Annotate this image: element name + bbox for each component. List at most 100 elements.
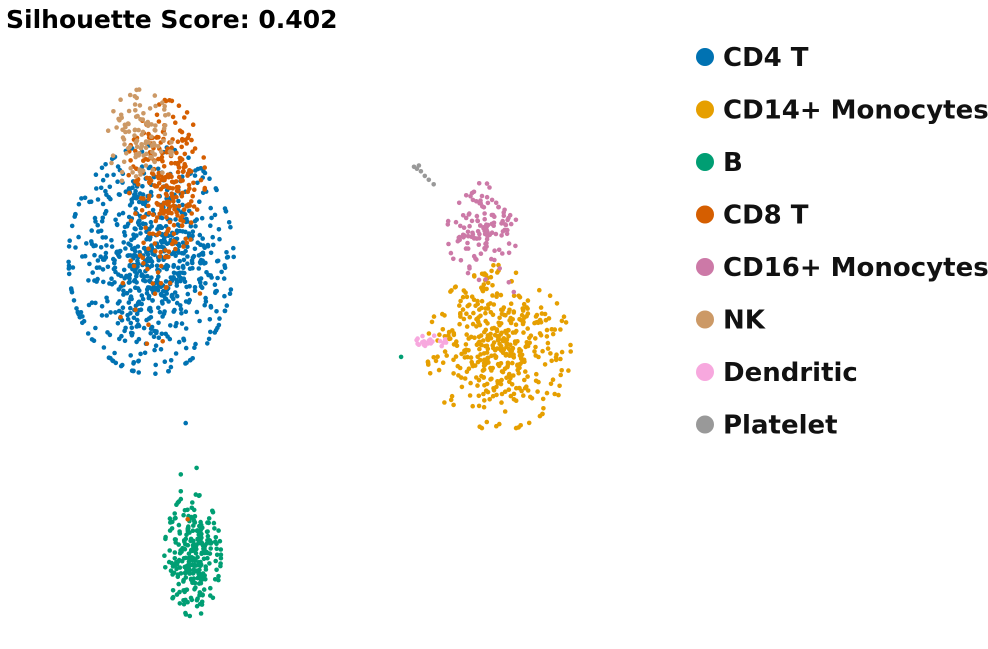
data-point [135, 258, 140, 264]
data-point [475, 383, 480, 388]
data-point [113, 360, 119, 366]
data-point [465, 354, 470, 360]
data-point [468, 194, 473, 199]
data-point [107, 281, 112, 286]
data-point [222, 206, 228, 211]
data-point [119, 169, 125, 175]
data-point [91, 243, 96, 249]
data-point [202, 573, 207, 578]
data-point [540, 348, 545, 354]
data-point [217, 316, 222, 321]
data-point [463, 342, 469, 347]
data-point [536, 354, 541, 360]
data-point [181, 512, 186, 518]
data-point [163, 113, 168, 118]
data-point [194, 603, 200, 609]
data-point [460, 307, 466, 312]
data-point [146, 121, 151, 126]
data-point [103, 208, 109, 214]
data-point [70, 265, 76, 270]
data-point [198, 242, 203, 247]
data-point [182, 546, 188, 552]
data-point [170, 588, 176, 593]
data-point [497, 341, 502, 347]
data-point [187, 358, 193, 363]
data-point [154, 135, 159, 140]
data-point [191, 555, 196, 561]
data-point [183, 575, 189, 580]
data-point [180, 240, 186, 245]
data-point [468, 355, 474, 360]
data-point [488, 377, 493, 382]
data-point [88, 199, 94, 204]
data-point [490, 293, 495, 298]
data-point [511, 293, 517, 299]
data-point [147, 285, 152, 290]
data-point [485, 200, 491, 206]
data-point [427, 371, 433, 376]
data-point [185, 526, 191, 531]
data-point [488, 335, 494, 341]
data-point [429, 319, 435, 325]
legend-label: CD16+ Monocytes [723, 253, 988, 283]
data-point [228, 287, 234, 292]
data-point [93, 219, 98, 224]
data-point [169, 98, 175, 104]
data-point [507, 307, 512, 313]
data-point [528, 394, 533, 400]
data-point [161, 239, 167, 245]
data-point [140, 221, 146, 226]
data-point [115, 179, 120, 184]
data-point [521, 393, 526, 398]
data-point [208, 585, 213, 591]
data-point [190, 260, 195, 266]
data-point [463, 215, 469, 221]
data-point [202, 302, 207, 308]
data-point [99, 219, 105, 224]
series-b [162, 354, 404, 619]
data-point [214, 567, 219, 573]
data-point [161, 211, 166, 216]
data-point [444, 353, 450, 358]
data-point [457, 303, 462, 308]
data-point [201, 556, 207, 562]
data-point [191, 507, 197, 513]
data-point [158, 347, 164, 352]
data-point [127, 276, 132, 281]
data-point [479, 271, 485, 277]
data-point [174, 502, 179, 508]
data-point [171, 222, 177, 228]
data-point [506, 334, 511, 339]
data-point [481, 351, 487, 356]
data-point [186, 132, 192, 138]
data-point [558, 327, 563, 332]
data-point [182, 151, 188, 157]
data-point [198, 177, 204, 183]
data-point [209, 215, 214, 221]
data-point [152, 183, 157, 188]
data-point [476, 242, 482, 247]
data-point [516, 425, 521, 430]
data-point [508, 320, 514, 326]
data-point [475, 218, 481, 224]
data-point [431, 314, 437, 319]
data-point [499, 391, 505, 397]
data-point [214, 552, 220, 558]
data-point [155, 166, 161, 172]
data-point [169, 191, 175, 196]
data-point [77, 314, 83, 320]
data-point [451, 371, 456, 376]
data-point [526, 420, 532, 426]
data-point [133, 114, 139, 119]
data-point [527, 335, 532, 341]
data-point [552, 391, 557, 397]
data-point [541, 406, 546, 411]
data-point [489, 197, 495, 203]
data-point [568, 349, 573, 354]
data-point [120, 305, 126, 311]
data-point [476, 403, 482, 409]
data-point [172, 511, 177, 516]
data-point [218, 561, 223, 566]
data-point [103, 188, 108, 194]
data-point [141, 245, 147, 251]
